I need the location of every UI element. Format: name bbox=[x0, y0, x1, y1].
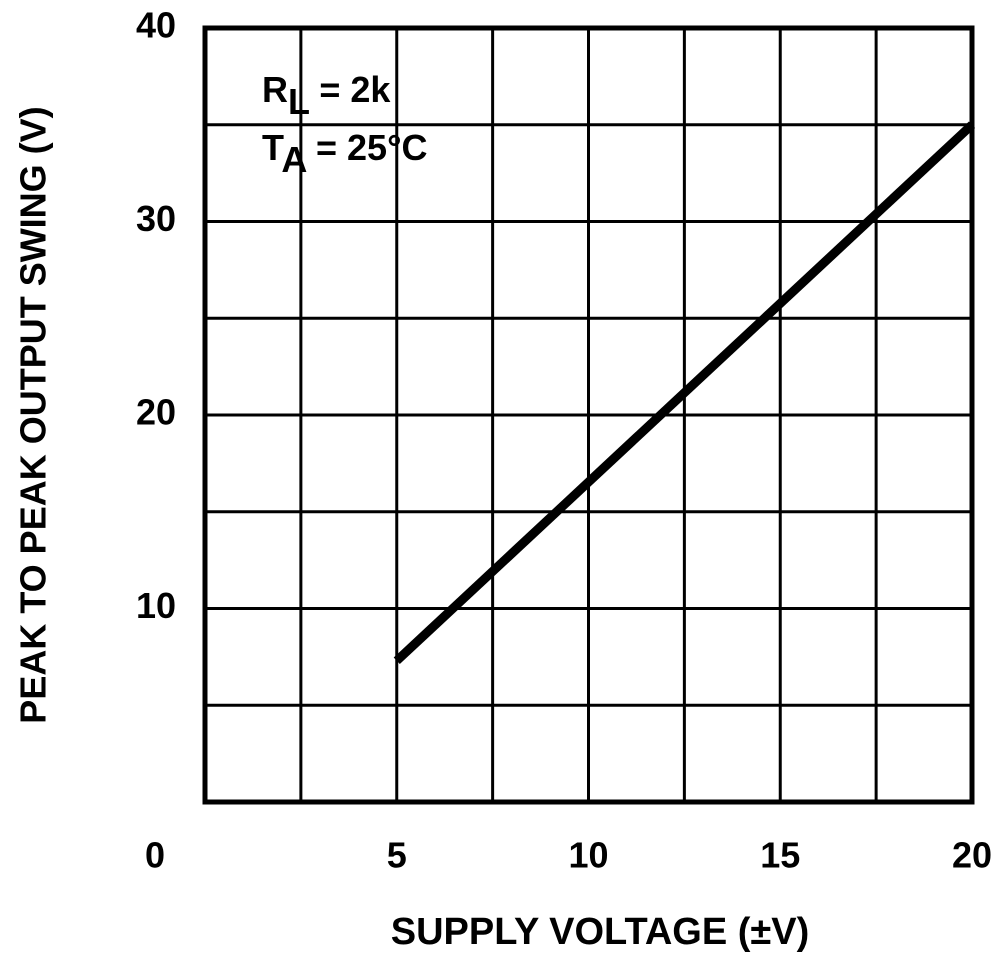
y-axis-title: PEAK TO PEAK OUTPUT SWING (V) bbox=[13, 106, 54, 723]
annotation-main: T bbox=[262, 127, 284, 168]
annotation-rest: = 25°C bbox=[306, 127, 427, 168]
annotation-rest: = 2k bbox=[309, 69, 391, 110]
annotation-sub: A bbox=[281, 139, 307, 180]
annotation-main: R bbox=[262, 69, 288, 110]
y-tick-label: 30 bbox=[136, 198, 176, 239]
annotation: TA = 25°C bbox=[262, 127, 427, 180]
data-line bbox=[393, 121, 976, 665]
y-tick-label: 20 bbox=[136, 392, 176, 433]
y-tick-label: 40 bbox=[136, 5, 176, 46]
annotation-sub: L bbox=[288, 81, 309, 122]
x-tick-label: 0 bbox=[145, 835, 165, 876]
y-tick-label: 10 bbox=[136, 585, 176, 626]
x-tick-label: 5 bbox=[387, 835, 407, 876]
x-axis-title: SUPPLY VOLTAGE (±V) bbox=[391, 911, 810, 953]
plot-border bbox=[202, 25, 975, 805]
x-tick-label: 15 bbox=[760, 835, 800, 876]
annotation: RL = 2k bbox=[262, 69, 391, 122]
x-tick-label: 20 bbox=[952, 835, 992, 876]
x-tick-label: 10 bbox=[568, 835, 608, 876]
